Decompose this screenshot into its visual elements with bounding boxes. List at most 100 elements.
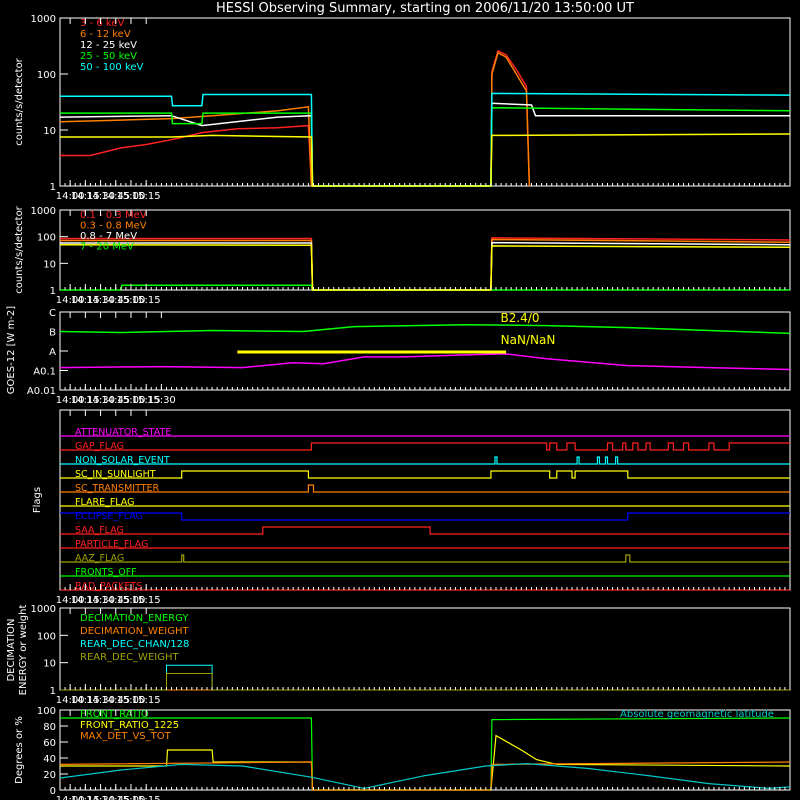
flag-line — [60, 554, 790, 563]
flag-label: AAZ_FLAG — [75, 553, 124, 564]
panel5-xtick-label: 14:15 — [71, 695, 100, 706]
panel3-ytick-label: A — [49, 347, 56, 358]
panel5-xtick-label: 15:15 — [132, 695, 161, 706]
panel1-legend-entry: 3 - 6 keV — [80, 18, 124, 29]
flag-label: SC_TRANSMITTER — [75, 483, 160, 494]
panel5-ytick-label: 100 — [37, 631, 56, 642]
panel2-xtick-label: 14:15 — [71, 295, 100, 306]
panel5-xtick-label: 15:00 — [117, 695, 146, 706]
panel1-xtick-label: 14:15 — [71, 191, 100, 202]
panel1-legend-entry: 25 - 50 keV — [80, 51, 137, 62]
panel5-y-axis-label: ENERGY or weight — [18, 605, 29, 696]
panel2-ytick-label: 10 — [43, 259, 56, 270]
panel1-legend-entry: 12 - 25 keV — [80, 40, 137, 51]
panel6-xtick-label: 14:00 — [56, 795, 85, 800]
panel3-y-axis-label: GOES-12 [W m-2] — [6, 306, 17, 394]
panel6-y-axis-label: Degrees or % — [14, 716, 25, 784]
panel5-xtick-label: 14:45 — [101, 695, 130, 706]
panel2-ytick-label: 1000 — [31, 206, 56, 217]
panel3-xtick-label: 14:00 — [56, 395, 85, 406]
panel6-xtick-label: 15:00 — [117, 795, 146, 800]
chart-title: HESSI Observing Summary, starting on 200… — [216, 1, 634, 16]
panel6-xtick-label: 14:45 — [101, 795, 130, 800]
panel5-xtick-label: 14:30 — [86, 695, 115, 706]
panel2-xtick-label: 14:30 — [86, 295, 115, 306]
flag-label: PARTICLE_FLAG — [75, 539, 148, 550]
panel2-series-line — [60, 237, 791, 291]
panel2-legend-entry: 0.1 - 0.3 MeV — [80, 210, 147, 221]
panel2-series-line — [59, 243, 791, 291]
flag-label: FLARE_FLAG — [75, 497, 135, 508]
panel3-xtick-label: 14:45 — [101, 395, 130, 406]
panel4-xtick-label: 14:45 — [101, 595, 130, 606]
panel2-xtick-label: 15:15 — [132, 295, 161, 306]
panel3-xtick-label: 14:30 — [86, 395, 115, 406]
panel1-ytick-label: 1000 — [31, 14, 56, 25]
flag-label: SC_IN_SUNLIGHT — [75, 469, 156, 480]
panel6-ytick-label: 60 — [43, 738, 56, 749]
panel1-ytick-label: 100 — [37, 70, 56, 81]
panel4-xtick-label: 14:15 — [71, 595, 100, 606]
panel6-ytick-label: 80 — [43, 722, 56, 733]
panel6-ytick-label: 0 — [50, 786, 56, 797]
panel6-ytick-label: 40 — [43, 754, 56, 765]
flag-line — [60, 442, 790, 451]
panel4-xtick-label: 14:30 — [86, 595, 115, 606]
panel6-legend-entry: FRONT_RATIO_1225 — [80, 720, 179, 731]
panel3-series-line — [59, 323, 791, 335]
panel5-series-line — [60, 664, 790, 691]
panel2-series-line — [60, 241, 791, 291]
panel3-xtick-label: 15:00 — [117, 395, 146, 406]
panel2-legend-entry: 0.3 - 0.8 MeV — [80, 221, 147, 232]
panel4-xtick-label: 15:00 — [117, 595, 146, 606]
panel3-xtick-label: 15:15 — [132, 395, 161, 406]
panel6-legend-entry: MAX_DET_VS_TOT — [80, 731, 172, 742]
panel1-legend-entry: 6 - 12 keV — [80, 29, 131, 40]
panel5-xtick-label: 14:00 — [56, 695, 85, 706]
panel1-xtick-label: 14:00 — [56, 191, 85, 202]
panel2-xtick-label: 14:00 — [56, 295, 85, 306]
flag-label: BAD_PACKETS — [75, 581, 142, 592]
panel4-xtick-label: 14:00 — [56, 595, 85, 606]
panel2-legend-entry: 7 - 20 MeV — [80, 242, 134, 253]
flag-label: SAA_FLAG — [75, 525, 124, 536]
panel1-series-line — [60, 106, 791, 187]
panel3-xtick-label: 14:15 — [71, 395, 100, 406]
panel3-series-line — [59, 353, 791, 371]
panel5-legend-entry: REAR_DEC_CHAN/128 — [80, 639, 189, 650]
panel4-y-axis-label: Flags — [32, 487, 43, 513]
panel6-xtick-label: 14:15 — [71, 795, 100, 800]
panel1-xtick-label: 15:00 — [117, 191, 146, 202]
panel3-ytick-label: C — [49, 308, 56, 319]
panel1-y-axis-label: counts/s/detector — [14, 57, 25, 145]
panel6-annotation: Absolute geomagnetic latitude — [620, 709, 774, 720]
panel6-ytick-label: 20 — [43, 770, 56, 781]
flag-line — [60, 512, 790, 521]
panel6-series-line — [59, 761, 791, 791]
flag-line — [60, 526, 790, 535]
panel1-ytick-label: 10 — [43, 126, 56, 137]
panel4-xtick-label: 15:15 — [132, 595, 161, 606]
flag-label: ECLIPSE_FLAG — [75, 511, 143, 522]
panel3-ytick-label: B — [49, 328, 56, 339]
panel5-legend-entry: DECIMATION_ENERGY — [80, 613, 189, 624]
panel1-legend-entry: 50 - 100 keV — [80, 62, 144, 73]
panel6-series-line — [59, 762, 791, 790]
panel2-y-axis-label: counts/s/detector — [14, 205, 25, 293]
panel1-series-line — [59, 102, 790, 187]
panel1-xtick-label: 14:45 — [101, 191, 130, 202]
panel3-xtick-label: 15:30 — [147, 395, 176, 406]
panel6-ytick-label: 100 — [37, 706, 56, 717]
panel1-series-line — [60, 133, 791, 187]
panel1-xtick-label: 14:30 — [86, 191, 115, 202]
panel3-ytick-label: A0.01 — [27, 386, 56, 397]
panel1-frame — [59, 17, 791, 187]
panel6-legend-entry: FRONT_RATIO — [80, 709, 149, 720]
panel5-legend-entry: REAR_DEC_WEIGHT — [80, 652, 179, 663]
flag-label: NON_SOLAR_EVENT — [75, 455, 170, 466]
panel1-xtick-label: 15:15 — [132, 191, 161, 202]
panel5-legend-entry: DECIMATION_WEIGHT — [80, 626, 189, 637]
panel6-xtick-label: 15:15 — [132, 795, 161, 800]
